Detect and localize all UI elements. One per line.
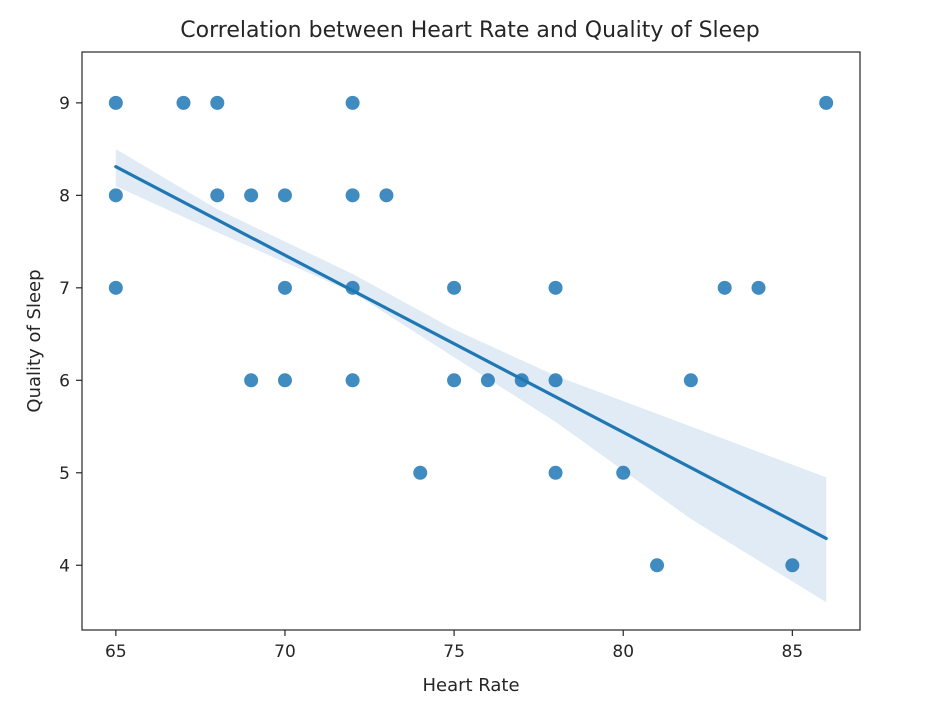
y-axis-title: Quality of Sleep [24,269,45,412]
y-tick-label: 9 [59,94,70,114]
scatter-point [650,558,665,573]
scatter-point [717,280,732,295]
scatter-point [447,280,462,295]
confidence-band [115,149,827,603]
scatter-point [548,373,563,388]
scatter-point [277,280,292,295]
scatter-point [108,188,123,203]
scatter-point [616,465,631,480]
scatter-point [413,465,428,480]
x-tick-label: 85 [782,642,804,662]
x-tick-label: 80 [612,642,634,662]
scatter-point [751,280,766,295]
scatter-point [210,188,225,203]
x-tick-label: 70 [274,642,296,662]
scatter-point [210,95,225,110]
y-tick-label: 6 [59,371,70,391]
scatter-point [819,95,834,110]
axes-frame [81,51,861,631]
scatter-point [176,95,191,110]
x-tick-label: 65 [105,642,127,662]
y-tick-label: 5 [59,464,70,484]
y-tick-label: 4 [59,556,70,576]
x-axis: 65 70 75 80 85 [105,630,803,662]
scatter-point [345,188,360,203]
y-tick-label: 7 [59,279,70,299]
scatter-point [108,95,123,110]
plot-area [108,95,834,603]
x-axis-title: Heart Rate [422,675,519,696]
x-tick-label: 75 [443,642,465,662]
scatter-point [480,373,495,388]
scatter-point [548,280,563,295]
scatter-point [108,280,123,295]
scatter-point [244,373,259,388]
scatter-point [345,95,360,110]
scatter-point [447,373,462,388]
scatter-point [683,373,698,388]
y-tick-label: 8 [59,186,70,206]
regression-line [114,165,828,541]
chart-title: Correlation between Heart Rate and Quali… [180,18,759,43]
scatter-point [345,373,360,388]
scatter-point [785,558,800,573]
scatter-point [277,188,292,203]
scatter-point [379,188,394,203]
scatter-point [244,188,259,203]
scatter-point [277,373,292,388]
y-axis: 4 5 6 7 8 9 [59,94,82,576]
scatter-point [548,465,563,480]
